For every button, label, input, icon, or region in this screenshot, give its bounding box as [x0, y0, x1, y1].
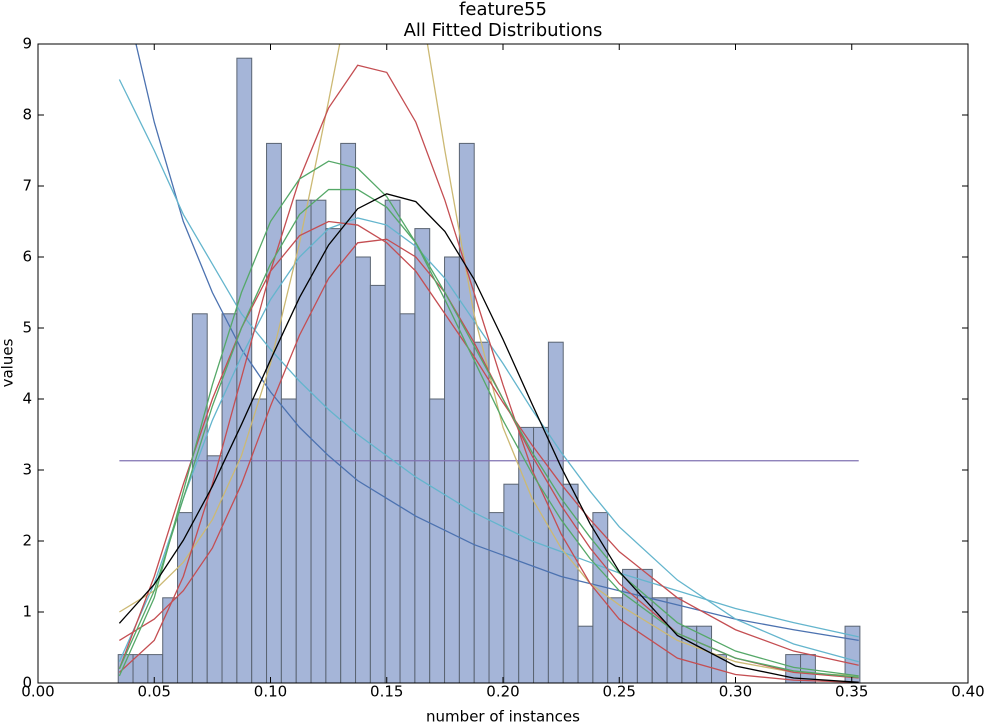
x-axis-label: number of instances [426, 708, 580, 726]
bar [488, 512, 505, 683]
bar [355, 256, 371, 683]
bar [696, 625, 713, 683]
fit-line [118, 79, 859, 638]
x-tick-label: 0.00 [21, 683, 54, 701]
x-tick-label: 0.15 [370, 683, 403, 701]
y-tick-label: 3 [22, 461, 32, 479]
x-tick-label: 0.05 [138, 683, 171, 701]
y-tick-label: 1 [22, 603, 32, 621]
histogram [117, 57, 861, 683]
bar [251, 398, 268, 683]
fit-line [118, 220, 859, 670]
fit-line [118, 64, 859, 683]
bar [681, 625, 698, 683]
bar [191, 313, 208, 683]
x-tick-label: 0.30 [719, 683, 752, 701]
y-tick-label: 7 [22, 177, 32, 195]
x-tick-label: 0.25 [603, 683, 636, 701]
fit-line [119, 238, 859, 679]
fit-line [118, 193, 859, 683]
chart-subtitle: All Fitted Distributions [404, 20, 603, 41]
bar [592, 512, 609, 683]
y-axis-label: values [0, 338, 17, 387]
fit-line [119, 44, 859, 677]
bar [147, 654, 164, 683]
bar [636, 568, 653, 683]
y-tick-label: 4 [22, 390, 32, 408]
bar [162, 597, 179, 683]
chart-title: feature55 [459, 0, 547, 20]
bar [518, 426, 535, 683]
y-tick-label: 2 [22, 532, 32, 550]
fit-line [118, 160, 859, 678]
bar [399, 313, 416, 683]
bar [280, 398, 297, 683]
bar [295, 199, 312, 683]
bar [547, 341, 564, 683]
bar [577, 625, 594, 683]
bar [429, 398, 446, 683]
bar [369, 284, 386, 683]
bar [206, 455, 223, 683]
bar [562, 483, 579, 683]
bar [414, 228, 431, 683]
bar [666, 597, 683, 683]
x-tick-label: 0.40 [951, 683, 984, 701]
bar [607, 597, 624, 683]
bar [444, 256, 460, 683]
bar [503, 483, 520, 683]
bar [473, 341, 490, 683]
x-tick-label: 0.10 [254, 683, 287, 701]
axes: 0.00 0.05 0.10 0.15 0.20 0.25 0.30 0.35 0.40 0 1 2 3… [21, 35, 984, 701]
y-tick-label: 5 [22, 319, 32, 337]
x-tick-label: 0.35 [835, 683, 868, 701]
fit-line [118, 188, 859, 677]
bar [458, 142, 475, 683]
fitted-curves [118, 44, 859, 683]
y-tick-label: 6 [22, 248, 32, 266]
bar [236, 57, 253, 683]
bar [384, 199, 401, 683]
fit-line [118, 217, 859, 663]
y-tick-label: 9 [22, 35, 32, 53]
bar [132, 654, 149, 683]
y-tick-label: 0 [22, 674, 32, 692]
x-tick-label: 0.20 [486, 683, 519, 701]
y-tick-label: 8 [22, 106, 32, 124]
